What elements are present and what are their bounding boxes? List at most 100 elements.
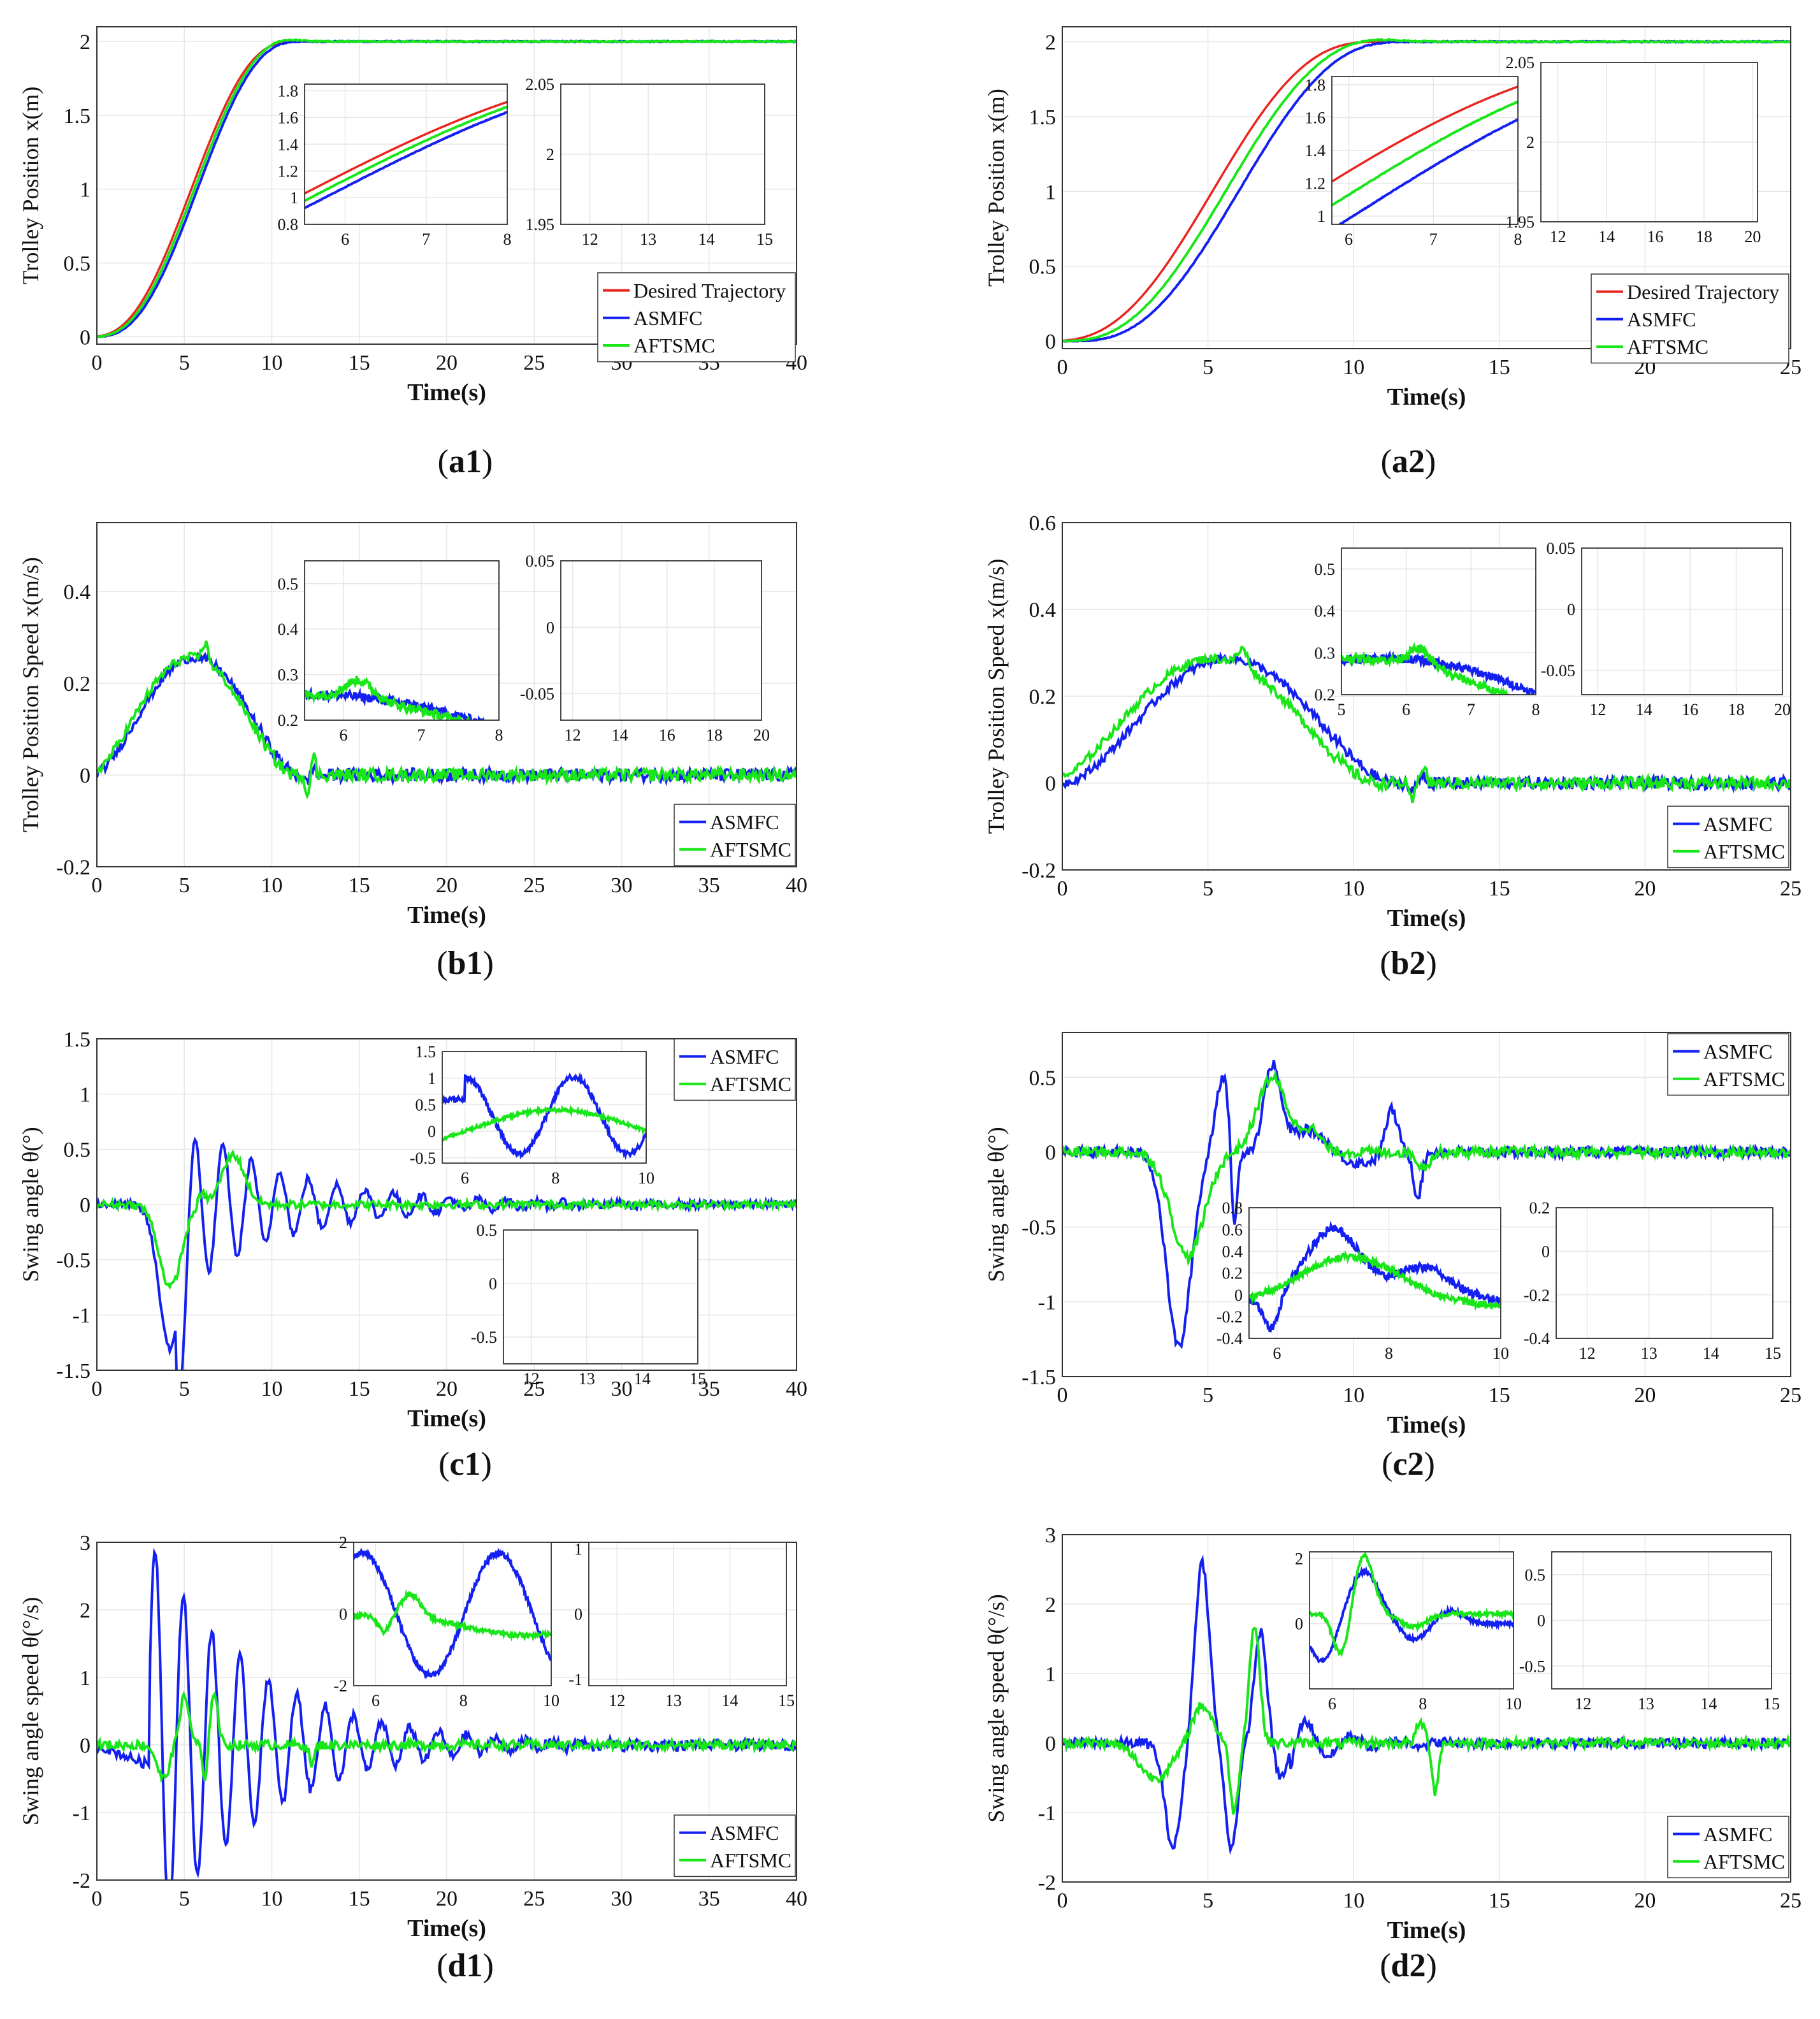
inset-a1-2: 12 13 14 15 1.95 2 2.05 [526, 75, 774, 249]
inset-series-line-desired [305, 101, 507, 195]
axes-frame [1062, 522, 1791, 871]
y-tick-label: 1 [1045, 1663, 1056, 1686]
x-tick-label: 35 [698, 1377, 720, 1401]
x-tick-label: 5 [179, 1377, 190, 1401]
x-tick-label: 40 [786, 874, 807, 897]
x-tick-label: 25 [523, 351, 545, 375]
x-axis-label: Time(s) [407, 902, 486, 929]
x-tick-label: 30 [611, 1887, 633, 1911]
inset-x-tick-label: 10 [1492, 1344, 1509, 1363]
y-tick-label: 0.4 [1029, 598, 1057, 622]
inset-x-tick-label: 8 [1514, 230, 1522, 249]
x-tick-label: 20 [1634, 877, 1656, 901]
inset-x-tick-label: 10 [1505, 1695, 1522, 1713]
inset-y-tick-label: -0.05 [1541, 662, 1575, 680]
y-tick-label: -0.5 [1022, 1216, 1056, 1240]
y-tick-label: -1 [73, 1802, 90, 1825]
inset-x-tick-label: 12 [565, 726, 581, 744]
inset-y-tick-label: 1.8 [1305, 76, 1326, 94]
x-axis-label: Time(s) [1387, 1412, 1466, 1438]
inset-y-tick-label: 0.05 [1547, 539, 1576, 558]
x-axis-label: Time(s) [407, 379, 486, 406]
series-line-aftsmc [97, 38, 797, 338]
inset-x-tick-label: 14 [1703, 1344, 1719, 1363]
inset-x-tick-label: 18 [1696, 228, 1712, 246]
series-line-aftsmc [1062, 1626, 1791, 1815]
inset-plot-area [1582, 548, 1782, 695]
x-tick-label: 10 [1343, 1889, 1364, 1913]
x-tick-label: 15 [1489, 1384, 1510, 1407]
inset-series-line-asmfc [1310, 1565, 1513, 1663]
x-tick-label: 0 [1057, 877, 1068, 901]
inset-x-tick-label: 13 [579, 1370, 595, 1388]
inset-y-tick-label: 1 [428, 1069, 436, 1088]
x-tick-label: 0 [1057, 356, 1068, 379]
caption-d2: (d2) [1380, 1948, 1437, 1984]
y-tick-label: 0.4 [64, 581, 91, 604]
inset-y-tick-label: -0.5 [1519, 1657, 1545, 1675]
x-axis-label: Time(s) [407, 1915, 486, 1942]
y-axis-label: Trolley Position Speed x(m/s) [983, 559, 1009, 834]
y-tick-label: 0.5 [64, 252, 91, 276]
legend-label-asmfc: ASMFC [1703, 1823, 1773, 1846]
axes-frame [96, 522, 797, 867]
inset-x-tick-label: 14 [721, 1691, 738, 1710]
y-tick-label: 0 [1045, 330, 1056, 354]
y-tick-label: 0.6 [1029, 512, 1057, 535]
inset-plot-area [561, 561, 762, 720]
inset-series-line-aftsmc [1249, 1250, 1501, 1312]
x-tick-label: 10 [1343, 356, 1364, 379]
legend-box [1667, 1033, 1789, 1096]
x-tick-label: 15 [349, 1377, 370, 1401]
inset-x-tick-label: 6 [1345, 230, 1353, 249]
inset-y-tick-label: 1.2 [1305, 175, 1326, 193]
y-tick-label: 2 [80, 1599, 90, 1623]
caption-b2: (b2) [1380, 945, 1437, 981]
legend-label-asmfc: ASMFC [710, 1821, 779, 1844]
inset-y-tick-label: 1.95 [1506, 213, 1535, 231]
y-tick-label: 1.5 [64, 105, 91, 128]
y-tick-label: 1.5 [64, 1028, 91, 1052]
inset-x-tick-label: 13 [640, 230, 656, 249]
inset-x-tick-label: 14 [634, 1370, 651, 1388]
inset-y-tick-label: 0.5 [415, 1096, 437, 1114]
y-axis-label: Trolley Position x(m) [18, 87, 43, 285]
y-tick-label: 1.5 [1029, 106, 1057, 129]
series-line-aftsmc [97, 640, 797, 800]
inset-y-tick-label: 1.6 [1305, 109, 1326, 127]
inset-y-tick-label: 1.5 [415, 1043, 437, 1061]
inset-series-line-aftsmc [1332, 100, 1518, 206]
inset-x-tick-label: 16 [1682, 700, 1698, 719]
inset-y-tick-label: 0.2 [1529, 1199, 1550, 1217]
x-tick-label: 10 [1343, 1384, 1364, 1407]
inset-y-tick-label: 1 [1317, 207, 1325, 226]
inset-plot-area [1341, 548, 1536, 695]
x-tick-label: 0 [92, 874, 103, 897]
inset-y-tick-label: 0.3 [278, 666, 299, 684]
caption-a1: (a1) [437, 444, 493, 480]
inset-y-tick-label: 1.95 [526, 215, 555, 234]
inset-x-tick-label: 20 [1774, 700, 1791, 719]
inset-series-line-asmfc [354, 1547, 551, 1680]
inset-b2-1: 5 6 7 8 0.2 0.3 0.4 0.5 [1315, 547, 1540, 719]
legend-box [1667, 806, 1789, 869]
inset-y-tick-label: 2.05 [526, 75, 555, 94]
inset-y-tick-label: 1.8 [278, 82, 299, 101]
y-tick-label: -1.5 [1022, 1366, 1056, 1389]
x-tick-label: 10 [1343, 877, 1364, 901]
legend-box [674, 804, 796, 867]
legend-label-asmfc: ASMFC [1703, 813, 1773, 836]
x-tick-label: 20 [1634, 1384, 1656, 1407]
x-axis-label: Time(s) [1387, 905, 1466, 932]
legend-label-aftsmc: AFTSMC [710, 1073, 791, 1096]
inset-x-tick-label: 13 [665, 1691, 682, 1710]
legend-label-aftsmc: AFTSMC [1703, 1067, 1785, 1090]
axes-frame [1062, 26, 1791, 349]
x-tick-label: 15 [349, 351, 370, 375]
inset-frame [1551, 1551, 1772, 1690]
inset-frame [1540, 62, 1758, 222]
inset-x-tick-label: 7 [417, 726, 426, 744]
inset-x-tick-label: 6 [1402, 700, 1410, 719]
